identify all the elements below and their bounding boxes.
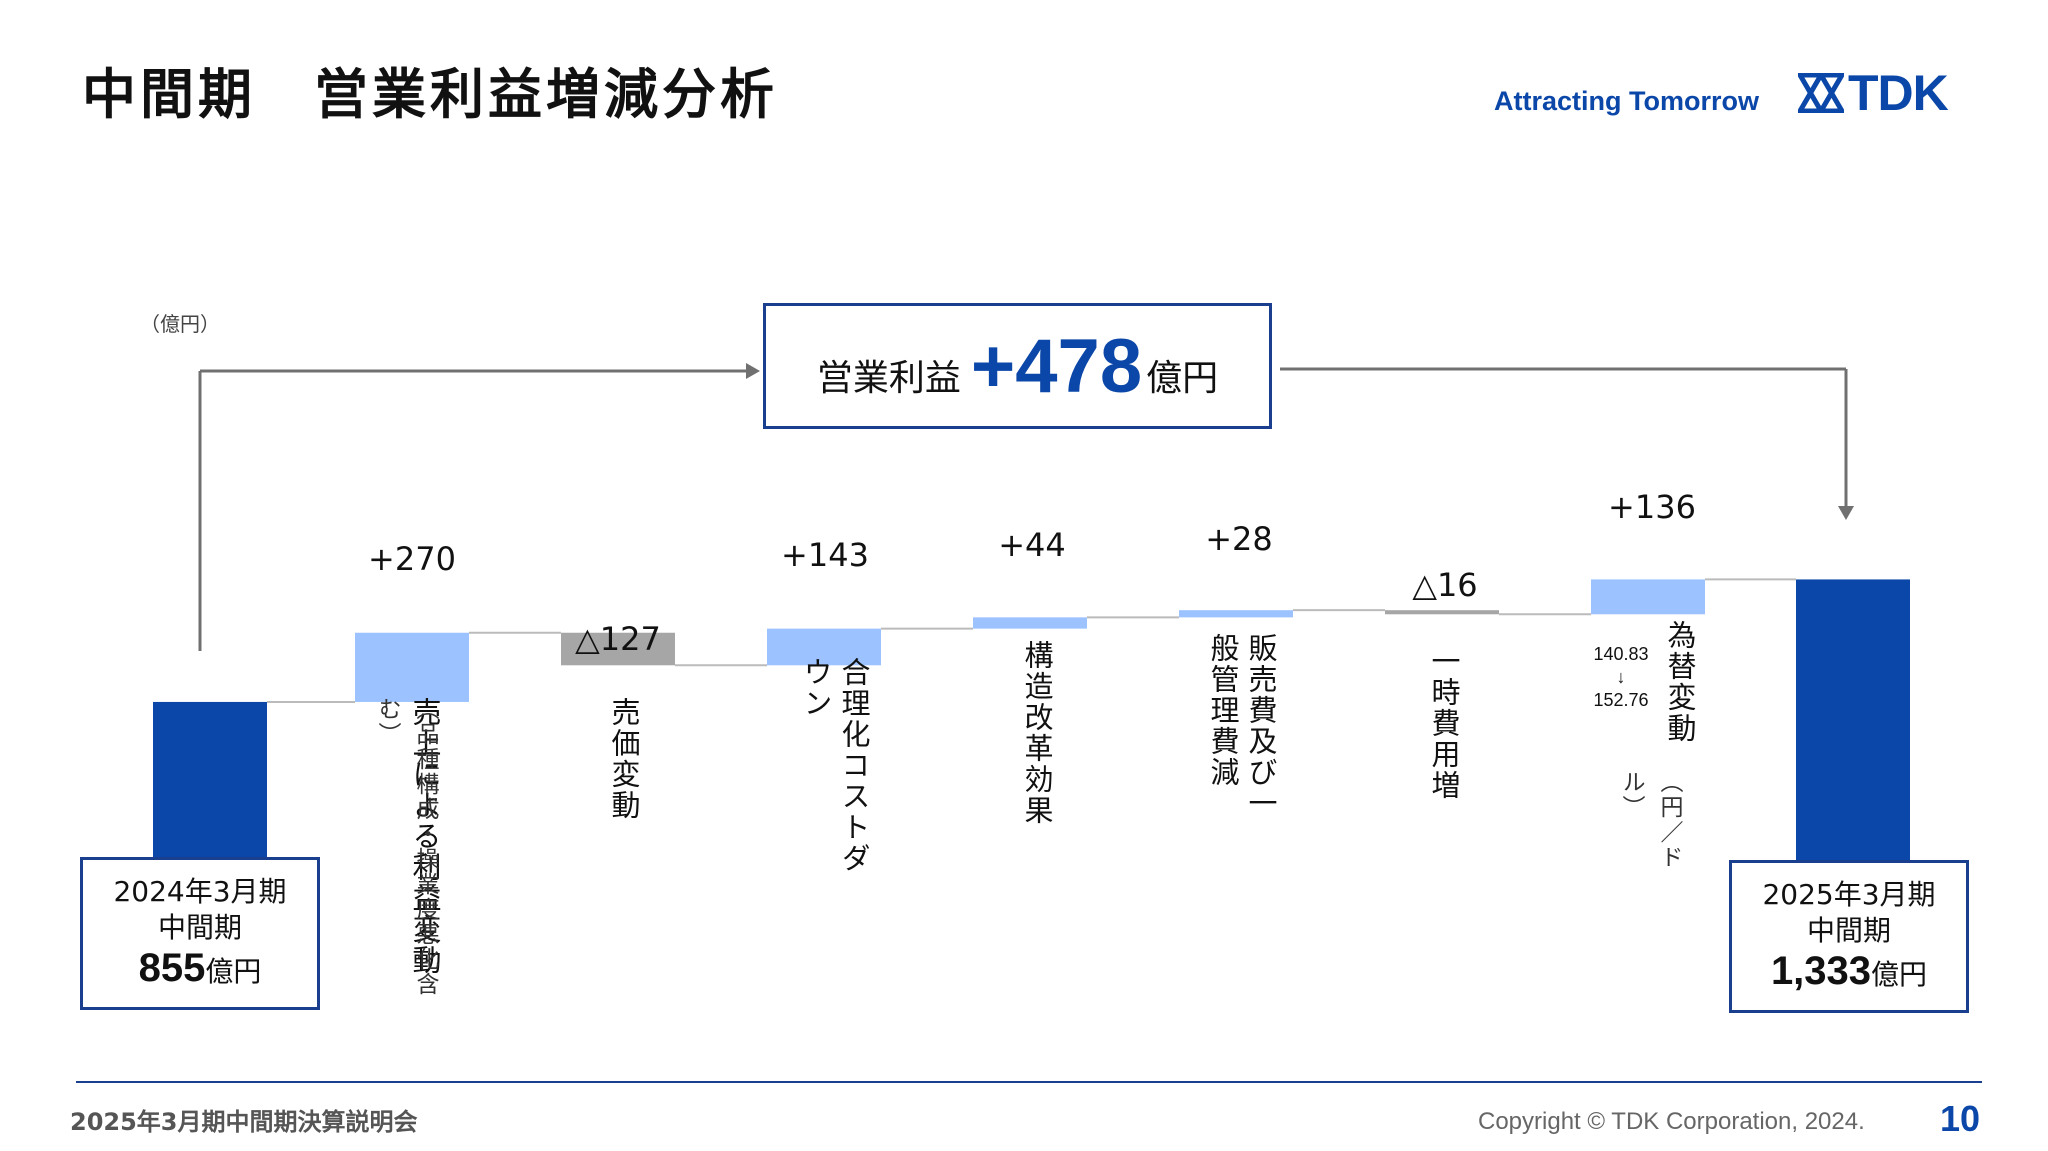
bar-step-3: [973, 617, 1087, 629]
arrow-head-to-callout: [746, 363, 760, 379]
bar-step-0: [355, 632, 469, 702]
category-price: 売価変動: [607, 697, 641, 821]
delta-label-sales: +270: [368, 540, 456, 578]
start-unit: 億円: [205, 955, 262, 988]
brand-tagline: Attracting Tomorrow: [1494, 86, 1759, 116]
footer-copyright: Copyright © TDK Corporation, 2024.: [1478, 1108, 1865, 1135]
start-period: 2024年3月期: [113, 875, 287, 908]
end-unit: 億円: [1871, 958, 1928, 991]
category-sales-sub: （品種構成・操業度悪化含む）: [374, 697, 438, 997]
operating-profit-callout: 営業利益 +478 億円: [763, 303, 1272, 429]
delta-label-one-time: △16: [1412, 566, 1478, 604]
bar-end-total: [1796, 579, 1910, 860]
footer-event-title: 2025年3月期中間期決算説明会: [70, 1108, 418, 1136]
start-subperiod: 中間期: [157, 911, 242, 944]
delta-label-fx: +136: [1608, 488, 1696, 526]
delta-label-price: △127: [575, 620, 661, 658]
fx-rate-unit: （円／ドル）: [1618, 770, 1682, 870]
end-total-box: 2025年3月期 中間期 1,333億円: [1729, 860, 1969, 1013]
fx-rate-to: 152.76: [1593, 690, 1649, 710]
category-sales: 売上による利益変動: [408, 697, 442, 976]
fx-rate-arrow: ↓: [1616, 667, 1626, 687]
callout-label: 営業利益: [816, 358, 961, 399]
delta-label-sga: +28: [1205, 520, 1273, 558]
category-rationalization: 合理化コストダウン: [799, 657, 871, 874]
arrow-head-to-end-bar: [1838, 506, 1854, 520]
category-one-time: 一時費用増: [1427, 646, 1461, 801]
end-subperiod: 中間期: [1806, 914, 1891, 947]
end-value: 1,333: [1770, 949, 1872, 993]
page-title: 中間期 営業利益増減分析: [82, 63, 778, 126]
category-fx: 為替変動: [1663, 620, 1697, 744]
tdk-emblem-icon: [1798, 73, 1844, 113]
bar-step-2: [767, 628, 881, 666]
callout-value: +478: [970, 323, 1143, 409]
logo-text: TDK: [1848, 65, 1949, 121]
bar-step-6: [1591, 579, 1705, 615]
bar-step-1: [561, 632, 675, 666]
bar-step-4: [1179, 610, 1293, 618]
start-value: 855: [138, 946, 206, 990]
footer-divider: [76, 1081, 1982, 1083]
unit-label: （億円）: [140, 312, 220, 336]
fx-rate-from: 140.83: [1593, 644, 1649, 664]
start-total-box: 2024年3月期 中間期 855億円: [80, 857, 320, 1010]
page-number: 10: [1940, 1098, 1981, 1139]
delta-label-restructuring: +44: [998, 526, 1066, 564]
category-sga: 販売費及び一般管理費減: [1206, 633, 1278, 819]
end-period: 2025年3月期: [1762, 878, 1936, 911]
category-restructuring: 構造改革効果: [1020, 640, 1054, 826]
delta-label-rationalization: +143: [781, 536, 869, 574]
tdk-logo: TDK: [1798, 65, 1949, 121]
callout-unit: 億円: [1146, 358, 1219, 399]
bar-start-total: [153, 701, 267, 860]
bar-step-5: [1385, 610, 1499, 615]
